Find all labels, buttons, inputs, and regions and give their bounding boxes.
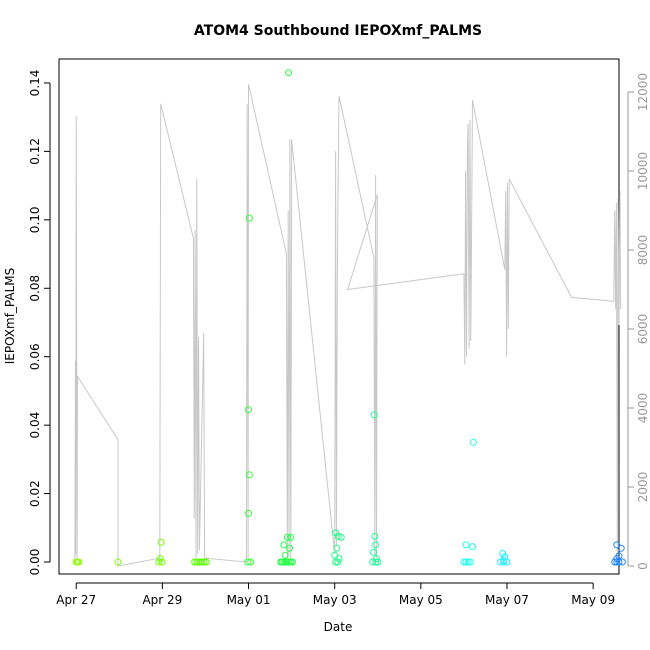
data-point bbox=[370, 411, 378, 419]
data-point bbox=[462, 558, 470, 566]
data-point bbox=[280, 541, 288, 549]
data-point bbox=[332, 558, 340, 566]
data-point bbox=[466, 558, 474, 566]
data-point bbox=[334, 532, 342, 540]
data-point bbox=[244, 558, 252, 566]
data-point bbox=[372, 558, 380, 566]
data-point bbox=[114, 558, 122, 566]
data-point bbox=[618, 558, 626, 566]
y-tick-label: 0.12 bbox=[28, 138, 42, 165]
y2-tick-label: 12000 bbox=[636, 73, 650, 111]
y2-tick-label: 6000 bbox=[636, 314, 650, 345]
y2-tick-label: 8000 bbox=[636, 235, 650, 266]
data-point bbox=[158, 558, 166, 566]
data-point bbox=[333, 544, 341, 552]
data-point bbox=[156, 555, 164, 563]
data-point bbox=[462, 541, 470, 549]
x-tick-label: Apr 27 bbox=[56, 593, 96, 607]
x-tick-label: May 01 bbox=[227, 593, 271, 607]
data-point bbox=[611, 558, 619, 566]
data-point bbox=[469, 438, 477, 446]
y2-tick-label: 2000 bbox=[636, 472, 650, 503]
x-tick-label: May 03 bbox=[313, 593, 357, 607]
data-point bbox=[370, 548, 377, 556]
data-point bbox=[285, 69, 293, 77]
data-point bbox=[374, 558, 382, 566]
x-tick-label: May 05 bbox=[399, 593, 443, 607]
secondary-y-axis: 0 2000 4000 6000 8000 10000 12000 bbox=[627, 73, 650, 570]
data-points bbox=[72, 69, 626, 566]
y-tick-label: 0.02 bbox=[28, 480, 42, 507]
y-axis: 0.00 0.02 0.04 0.06 0.08 0.10 0.12 0.14 bbox=[28, 70, 51, 576]
y-tick-label: 0.06 bbox=[28, 343, 42, 370]
data-point bbox=[287, 533, 295, 541]
data-point bbox=[337, 533, 345, 541]
y-tick-label: 0.08 bbox=[28, 275, 42, 302]
y-tick-label: 0.04 bbox=[28, 412, 42, 439]
data-point bbox=[464, 558, 472, 566]
data-point bbox=[245, 509, 252, 517]
altitude-line bbox=[74, 83, 622, 567]
y-tick-label: 0.10 bbox=[28, 206, 42, 233]
data-point bbox=[371, 532, 379, 540]
altitude-series bbox=[74, 83, 622, 567]
data-point bbox=[331, 551, 339, 559]
x-tick-label: May 07 bbox=[485, 593, 529, 607]
data-point bbox=[369, 558, 377, 566]
data-point bbox=[73, 558, 81, 566]
data-point bbox=[469, 543, 476, 551]
data-point bbox=[373, 555, 380, 563]
data-point bbox=[198, 558, 206, 566]
y-tick-label: 0.14 bbox=[28, 70, 42, 97]
data-point bbox=[247, 558, 255, 566]
data-point bbox=[245, 214, 253, 222]
data-point bbox=[200, 558, 208, 566]
data-point bbox=[289, 558, 296, 566]
data-point bbox=[157, 538, 165, 546]
data-point bbox=[286, 544, 293, 552]
y2-tick-label: 10000 bbox=[636, 152, 650, 190]
data-point bbox=[245, 471, 253, 479]
data-point bbox=[155, 558, 163, 566]
y-axis-label: IEPOXmf_PALMS bbox=[3, 268, 17, 365]
data-point bbox=[245, 406, 252, 414]
x-axis: Apr 27 Apr 29 May 01 May 03 May 05 May 07 May … bbox=[56, 582, 615, 607]
x-tick-label: Apr 29 bbox=[142, 593, 182, 607]
y-tick-label: 0.00 bbox=[28, 549, 42, 576]
data-point bbox=[283, 533, 291, 541]
data-point bbox=[334, 558, 342, 566]
data-point bbox=[615, 558, 623, 566]
data-point bbox=[503, 558, 511, 566]
chart-title: ATOM4 Southbound IEPOXmf_PALMS bbox=[194, 23, 482, 39]
x-axis-label: Date bbox=[324, 620, 353, 634]
data-point bbox=[372, 541, 380, 549]
data-point bbox=[500, 558, 508, 566]
data-point bbox=[202, 558, 210, 566]
x-tick-label: May 09 bbox=[571, 593, 615, 607]
data-point bbox=[613, 541, 621, 549]
data-point bbox=[617, 544, 625, 552]
data-point bbox=[499, 550, 507, 557]
y2-tick-label: 0 bbox=[636, 562, 650, 570]
data-point bbox=[281, 551, 289, 559]
y2-tick-label: 4000 bbox=[636, 393, 650, 424]
